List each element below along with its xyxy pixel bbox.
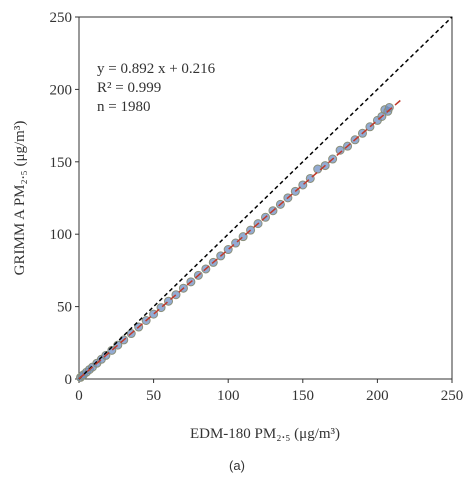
y-axis-label: GRIMM A PM₂.₅ (μg/m³) xyxy=(12,121,28,276)
y-tick-label: 0 xyxy=(65,372,73,388)
x-tick-label: 150 xyxy=(292,388,315,404)
annotation: R² = 0.999 xyxy=(97,80,161,96)
x-tick-label: 100 xyxy=(217,388,240,404)
annotation: y = 0.892 x + 0.216 xyxy=(97,61,216,77)
point xyxy=(384,103,394,112)
x-tick-label: 200 xyxy=(366,388,389,404)
y-tick-label: 50 xyxy=(57,300,72,316)
point xyxy=(335,145,345,155)
x-tick-label: 50 xyxy=(146,388,161,404)
y-tick-label: 250 xyxy=(50,10,73,26)
plot-frame xyxy=(78,16,453,380)
fit-line xyxy=(78,97,404,380)
annotation: n = 1980 xyxy=(97,99,150,115)
x-tick-label: 0 xyxy=(75,388,83,404)
y-tick-label: 100 xyxy=(50,227,73,243)
y-tick-label: 200 xyxy=(50,82,73,98)
y-tick-label: 150 xyxy=(50,155,73,171)
identity-line xyxy=(78,16,453,380)
caption: (a) xyxy=(229,458,245,473)
x-axis-label: EDM-180 PM₂.₅ (μg/m³) xyxy=(190,426,340,442)
x-tick-label: 250 xyxy=(441,388,464,404)
